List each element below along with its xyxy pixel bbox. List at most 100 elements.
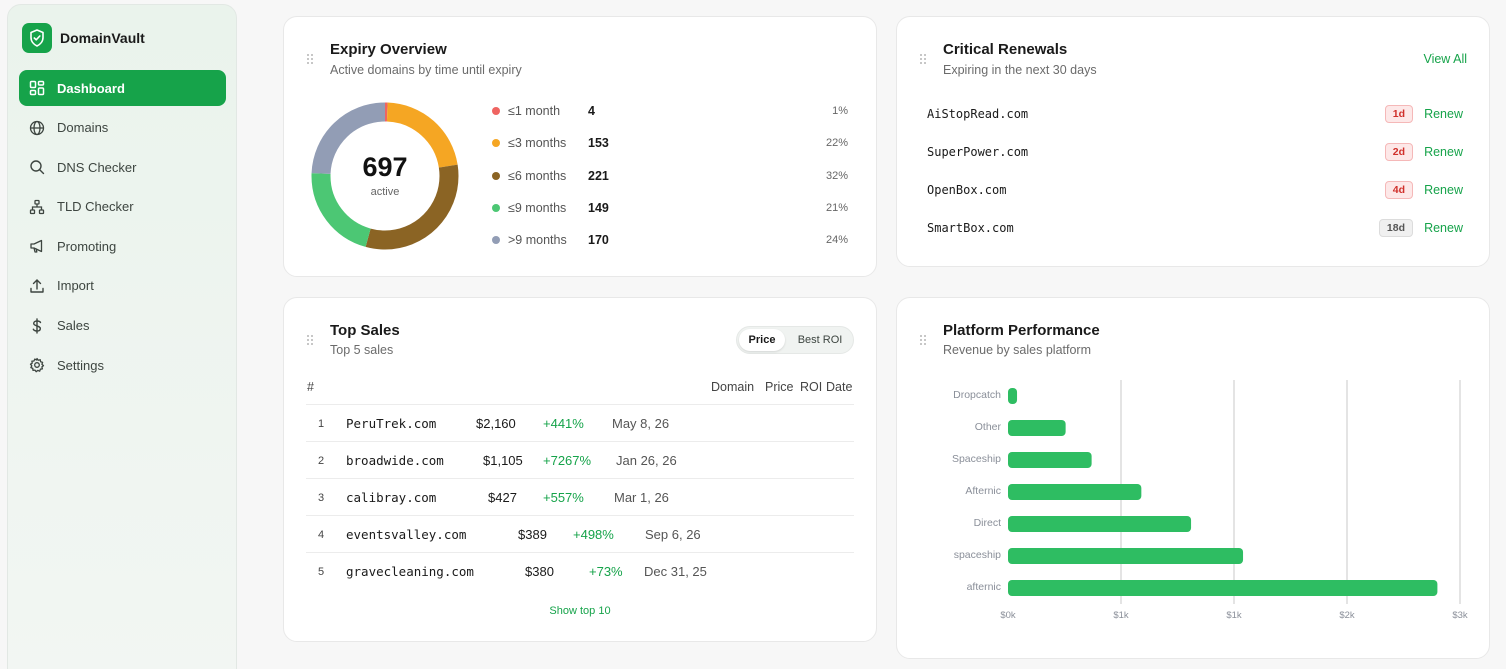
upload-icon [28,277,46,295]
drag-handle-icon[interactable] [919,334,927,346]
row-index: 4 [318,529,325,541]
dollar-icon [28,317,46,335]
card-subtitle: Revenue by sales platform [943,343,1091,357]
shield-logo-icon [22,23,52,53]
expiry-overview-card: Expiry Overview Active domains by time u… [283,16,877,277]
category-label: Spaceship [951,453,1001,465]
renewal-domain: AiStopRead.com [927,107,1029,121]
card-subtitle: Expiring in the next 30 days [943,63,1097,77]
row-index: 1 [318,418,325,430]
sidebar-item-label: DNS Checker [57,159,137,175]
column-header-date[interactable]: Date [826,380,853,394]
card-title: Critical Renewals [943,41,1068,58]
table-row[interactable]: 5 gravecleaning.com $380 +73% Dec 31, 25 [306,552,854,589]
card-title: Expiry Overview [330,41,447,58]
renewal-row: OpenBox.com 4d Renew [927,179,1463,201]
legend-count: 153 [588,136,609,150]
renewal-domain: OpenBox.com [927,183,1007,197]
renew-button[interactable]: Renew [1424,107,1463,121]
platform-bar-chart: Dropcatch Other Spaceship Afternic Direct spa… [897,298,1491,660]
x-tick-label: $3k [1452,610,1468,621]
legend-count: 149 [588,201,609,215]
bar[interactable] [1008,580,1438,596]
sidebar-item-domains[interactable]: Domains [19,110,226,146]
category-label: Direct [973,517,1001,529]
bar[interactable] [1008,548,1244,564]
x-tick-label: $1k [1226,610,1242,621]
table-row[interactable]: 3 calibray.com $427 +557% Mar 1, 26 [306,478,854,515]
sidebar-nav: Dashboard Domains DNS Checker TLD Checke… [19,70,226,387]
sitemap-icon [28,198,46,216]
drag-handle-icon[interactable] [306,334,314,346]
row-price: $427 [488,490,517,505]
renewal-domain: SmartBox.com [927,221,1014,235]
sidebar-item-promoting[interactable]: Promoting [19,228,226,264]
drag-handle-icon[interactable] [919,53,927,65]
dashboard-icon [28,79,46,97]
sidebar-item-dns-checker[interactable]: DNS Checker [19,149,226,185]
row-domain: gravecleaning.com [346,564,474,579]
legend-pct: 32% [825,170,848,182]
sidebar-item-dashboard[interactable]: Dashboard [19,70,226,106]
renew-button[interactable]: Renew [1424,145,1463,159]
column-header-index: # [307,380,314,394]
days-left-badge: 18d [1378,219,1413,237]
legend-row: ≤9 months 149 21% [492,198,848,218]
row-domain: calibray.com [346,490,437,505]
bar[interactable] [1008,484,1142,500]
row-price: $1,105 [483,453,523,468]
table-row[interactable]: 4 eventsvalley.com $389 +498% Sep 6, 26 [306,515,854,552]
card-title: Top Sales [330,322,400,339]
legend-dot [492,107,500,115]
show-top-10-button[interactable]: Show top 10 [549,605,611,617]
bar[interactable] [1008,516,1192,532]
category-label: Afternic [965,485,1001,497]
legend-dot [492,139,500,147]
bar[interactable] [1008,388,1018,404]
row-index: 3 [318,492,325,504]
renewal-row: SuperPower.com 2d Renew [927,141,1463,163]
legend-pct: 21% [825,202,848,214]
row-date: May 8, 26 [612,416,670,431]
renew-button[interactable]: Renew [1424,183,1463,197]
legend-dot [492,236,500,244]
platform-bar-chart-plot [1008,380,1461,604]
donut-total: 697 [362,152,408,182]
row-index: 2 [318,455,325,467]
sidebar: DomainVault Dashboard Domains DNS Checke… [7,4,237,669]
expiry-donut-chart [311,102,459,250]
column-header-roi[interactable]: ROI [800,380,823,394]
column-header-domain[interactable]: Domain [711,380,755,394]
row-domain: broadwide.com [346,453,444,468]
column-header-price[interactable]: Price [765,380,794,394]
row-price: $380 [525,564,554,579]
sidebar-item-label: TLD Checker [57,199,134,215]
table-row[interactable]: 2 broadwide.com $1,105 +7267% Jan 26, 26 [306,441,854,478]
row-roi: +7267% [543,453,592,468]
sidebar-item-tld-checker[interactable]: TLD Checker [19,189,226,225]
gear-icon [28,356,46,374]
toggle-price[interactable]: Price [739,329,785,351]
sidebar-item-sales[interactable]: Sales [19,308,226,344]
table-row[interactable]: 1 PeruTrek.com $2,160 +441% May 8, 26 [306,404,854,441]
renew-button[interactable]: Renew [1424,221,1463,235]
brand[interactable]: DomainVault [22,23,145,53]
toggle-best-roi[interactable]: Best ROI [797,334,843,346]
view-all-link[interactable]: View All [1423,52,1467,66]
legend-label: ≤1 month [508,104,561,118]
brand-name: DomainVault [60,30,145,46]
category-label: afternic [966,581,1001,593]
sidebar-item-settings[interactable]: Settings [19,347,226,383]
drag-handle-icon[interactable] [306,53,314,65]
row-date: Dec 31, 25 [644,564,707,579]
bar[interactable] [1008,420,1066,436]
x-tick-label: $0k [1000,610,1016,621]
sidebar-item-import[interactable]: Import [19,268,226,304]
row-date: Mar 1, 26 [614,490,669,505]
donut-slice [311,102,459,250]
bar[interactable] [1008,452,1092,468]
legend-row: ≤1 month 4 1% [492,101,848,121]
category-label: Other [974,421,1001,433]
legend-label: ≤6 months [508,169,567,183]
row-index: 5 [318,566,325,578]
